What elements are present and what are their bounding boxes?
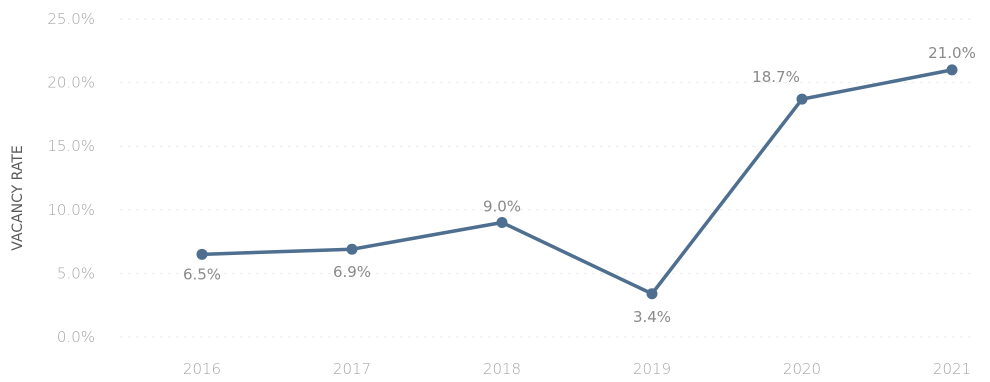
series-line [200, 68, 954, 296]
data-point [346, 243, 358, 255]
x-tick-label: 2019 [633, 360, 671, 378]
y-tick-label: 0.0% [57, 328, 95, 346]
y-axis-label: VACANCY RATE [10, 145, 26, 250]
data-point [646, 288, 658, 300]
data-point [496, 217, 508, 229]
series-points [196, 64, 958, 300]
data-label: 3.4% [633, 308, 671, 326]
y-axis-ticks: 0.0% 5.0% 10.0% 15.0% 20.0% 25.0% [47, 10, 95, 346]
x-tick-label: 2021 [933, 360, 971, 378]
gridlines [120, 18, 975, 338]
data-label: 6.9% [333, 263, 371, 281]
data-point [796, 93, 808, 105]
data-labels: 6.5% 6.9% 9.0% 3.4% 18.7% 21.0% [183, 44, 976, 326]
y-tick-label: 5.0% [57, 264, 95, 282]
x-tick-label: 2018 [483, 360, 521, 378]
data-point [196, 248, 208, 260]
data-point [946, 64, 958, 76]
x-axis-ticks: 2016 2017 2018 2019 2020 2021 [183, 360, 971, 378]
data-label: 9.0% [483, 198, 521, 216]
series-line-path [200, 68, 954, 296]
y-tick-label: 25.0% [47, 10, 95, 28]
data-label: 6.5% [183, 265, 221, 283]
data-label: 18.7% [752, 68, 800, 86]
x-tick-label: 2017 [333, 360, 371, 378]
y-tick-label: 15.0% [47, 137, 95, 155]
data-label: 21.0% [928, 44, 976, 62]
y-tick-label: 10.0% [47, 201, 95, 219]
x-tick-label: 2016 [183, 360, 221, 378]
y-tick-label: 20.0% [47, 74, 95, 92]
x-tick-label: 2020 [783, 360, 821, 378]
